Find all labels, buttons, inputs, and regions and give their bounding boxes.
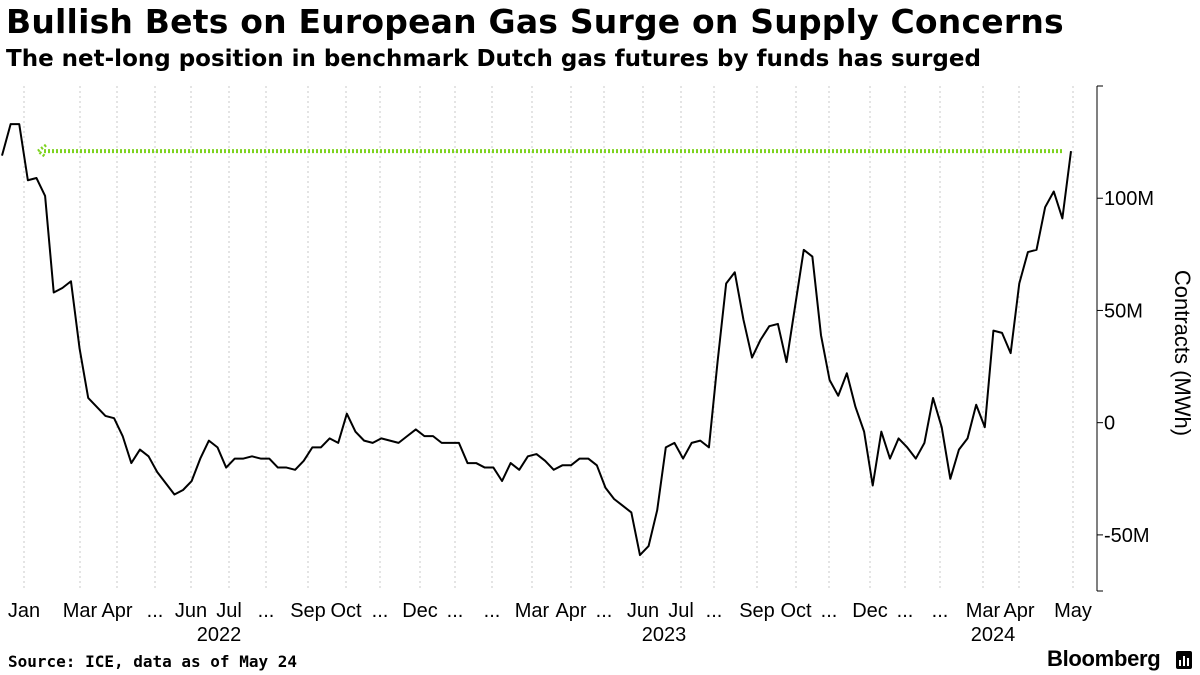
y-axis: [1096, 85, 1103, 592]
x-tick-label: ...: [447, 600, 464, 622]
y-tick-label: 100M: [1104, 188, 1154, 210]
x-tick-label: Oct: [780, 600, 812, 622]
x-tick-label: Apr: [555, 600, 586, 622]
y-tick-label: 50M: [1104, 300, 1143, 322]
y-axis-label: Contracts (MWh): [1170, 270, 1195, 436]
x-tick-label: ...: [932, 600, 949, 622]
x-tick-label: Apr: [101, 600, 132, 622]
x-tick-label: Jul: [668, 600, 694, 622]
y-tick-labels: -50M 0 50M 100M: [1104, 188, 1154, 547]
x-year-labels: 2022 2023 2024: [197, 624, 1016, 646]
x-tick-label: Mar: [966, 600, 1001, 622]
x-tick-label: Sep: [290, 600, 326, 622]
y-tick-label: 0: [1104, 413, 1115, 435]
x-tick-label: Jun: [627, 600, 659, 622]
x-tick-label: ...: [484, 600, 501, 622]
x-tick-label: ...: [821, 600, 838, 622]
x-tick-label: Dec: [852, 600, 888, 622]
x-tick-label: ...: [258, 600, 275, 622]
chart-subtitle: The net-long position in benchmark Dutch…: [6, 46, 981, 72]
x-tick-label: Jun: [175, 600, 207, 622]
x-tick-label: Jul: [216, 600, 242, 622]
x-tick-label: Sep: [739, 600, 775, 622]
x-tick-label: Mar: [63, 600, 98, 622]
y-tick-label: -50M: [1104, 525, 1150, 547]
x-tick-label: ...: [372, 600, 389, 622]
x-tick-label: ...: [706, 600, 723, 622]
reference-arrow-icon: [35, 143, 47, 159]
source-note: Source: ICE, data as of May 24: [8, 652, 297, 671]
x-tick-label: Oct: [330, 600, 362, 622]
bloomberg-terminal-icon: [1176, 651, 1192, 669]
x-tick-label: Mar: [515, 600, 550, 622]
x-year-label: 2023: [642, 624, 687, 646]
grid-lines: [23, 86, 1074, 591]
x-tick-labels: Jan Mar Apr... Jun Jul... Sep Oct... Dec...... M…: [8, 600, 1092, 622]
x-tick-label: Apr: [1003, 600, 1034, 622]
series-group: [1, 123, 1072, 557]
x-tick-label: ...: [596, 600, 613, 622]
x-tick-label: ...: [147, 600, 164, 622]
x-year-label: 2024: [971, 624, 1016, 646]
chart-title: Bullish Bets on European Gas Surge on Su…: [6, 2, 1064, 41]
x-tick-label: Jan: [8, 600, 40, 622]
x-tick-label: ...: [897, 600, 914, 622]
reference-line-group: [35, 143, 1062, 159]
x-year-label: 2022: [197, 624, 242, 646]
series-line: [1, 123, 1072, 557]
x-tick-label: May: [1054, 600, 1092, 622]
bloomberg-logo: Bloomberg: [1047, 646, 1161, 671]
x-tick-label: Dec: [402, 600, 438, 622]
